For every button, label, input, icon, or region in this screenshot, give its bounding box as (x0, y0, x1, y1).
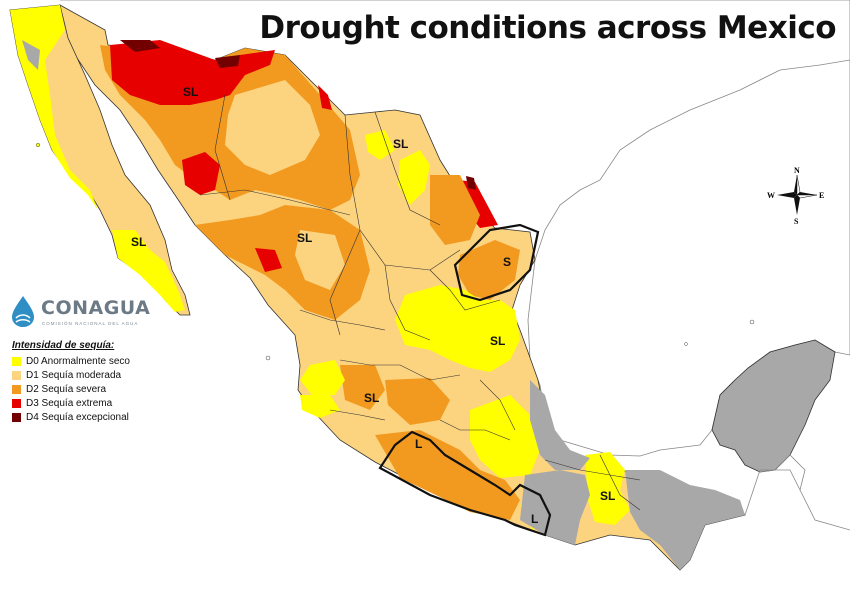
d3-sonora-mid (182, 152, 220, 195)
baja-d0-south (112, 230, 185, 312)
legend-label-d2: D2 Sequía severa (26, 383, 107, 395)
d4-tamaulipas (466, 176, 476, 190)
d0-colima (300, 395, 340, 418)
legend-item-d3: D3 Sequía extrema (12, 396, 212, 410)
d1-chihuahua-center (225, 80, 320, 175)
island-1 (265, 355, 271, 361)
label-sl-baja: SL (131, 235, 146, 249)
outline-l-guerrero (378, 430, 552, 537)
label-sl-coahuila: SL (393, 137, 408, 151)
outline-s-tamaulipas (453, 223, 540, 302)
gray-south (520, 470, 590, 545)
d0-jalisco (300, 360, 345, 395)
legend-swatch-d4 (12, 412, 21, 422)
label-l-guerrero: L (415, 437, 422, 451)
label-l-oaxaca: L (531, 512, 538, 526)
legend-title: Intensidad de sequía: (12, 340, 115, 351)
legend-swatch-d2 (12, 384, 21, 394)
gray-veracruz (530, 380, 590, 470)
d0-gulf (470, 395, 540, 478)
legend: Intensidad de sequía: D0 Anormalmente se… (12, 340, 212, 424)
d0-central-band (395, 285, 520, 372)
compass-e: E (819, 191, 824, 200)
d1-durango (295, 230, 345, 290)
legend-label-d3: D3 Sequía extrema (26, 397, 113, 409)
label-sl-tabasco: SL (600, 489, 615, 503)
d4-border-2 (215, 55, 240, 68)
legend-item-d2: D2 Sequía severa (12, 382, 212, 396)
label-sl-sanluis: SL (490, 334, 505, 348)
legend-swatch-d1 (12, 370, 21, 380)
compass-rose-icon: N S W E (767, 166, 824, 225)
gray-yucatan (711, 339, 836, 473)
legend-item-d0: D0 Anormalmente seco (12, 354, 212, 368)
compass-s: S (794, 217, 799, 225)
legend-swatch-d3 (12, 398, 21, 408)
logo-name: CONAGUA (41, 297, 151, 319)
conagua-drop-icon (12, 296, 34, 327)
island-4 (684, 342, 688, 346)
d2-south-coast (375, 430, 520, 520)
state-borders (199, 94, 641, 511)
legend-label-d0: D0 Anormalmente seco (26, 355, 130, 367)
legend-swatch-d0 (12, 356, 21, 366)
baja-gray (22, 40, 40, 70)
d4-border-1 (120, 40, 160, 52)
d0-tabasco (585, 452, 630, 525)
island-3 (749, 319, 755, 325)
d2-bajio (385, 378, 450, 425)
legend-item-d4: D4 Sequía excepcional (12, 410, 212, 424)
guatemala-outline (744, 469, 850, 531)
d3-coahuila (318, 85, 332, 110)
compass-n: N (794, 166, 800, 175)
legend-item-d1: D1 Sequía moderada (12, 368, 212, 382)
label-sl-durango: SL (297, 231, 312, 245)
conagua-logo: CONAGUA COMISIÓN NACIONAL DEL AGUA (8, 294, 158, 330)
label-sl-sonora: SL (183, 85, 198, 99)
label-s-tamaulipas: S (503, 255, 511, 269)
compass-w: W (767, 191, 775, 200)
d0-coahuila (365, 130, 395, 160)
gray-chiapas (625, 470, 745, 570)
d2-tamaulipas-south (458, 240, 520, 300)
island-2 (35, 142, 41, 148)
d2-central-west (340, 365, 385, 410)
map-title: Drought conditions across Mexico (259, 10, 836, 46)
d0-nl-west (398, 150, 430, 205)
d3-sinaloa (255, 248, 282, 272)
logo-subtitle: COMISIÓN NACIONAL DEL AGUA (42, 321, 139, 326)
legend-label-d4: D4 Sequía excepcional (26, 411, 129, 423)
legend-label-d1: D1 Sequía moderada (26, 369, 122, 381)
belize-outline (759, 454, 806, 491)
label-sl-jalisco: SL (364, 391, 379, 405)
d2-nuevoleon (430, 175, 480, 245)
